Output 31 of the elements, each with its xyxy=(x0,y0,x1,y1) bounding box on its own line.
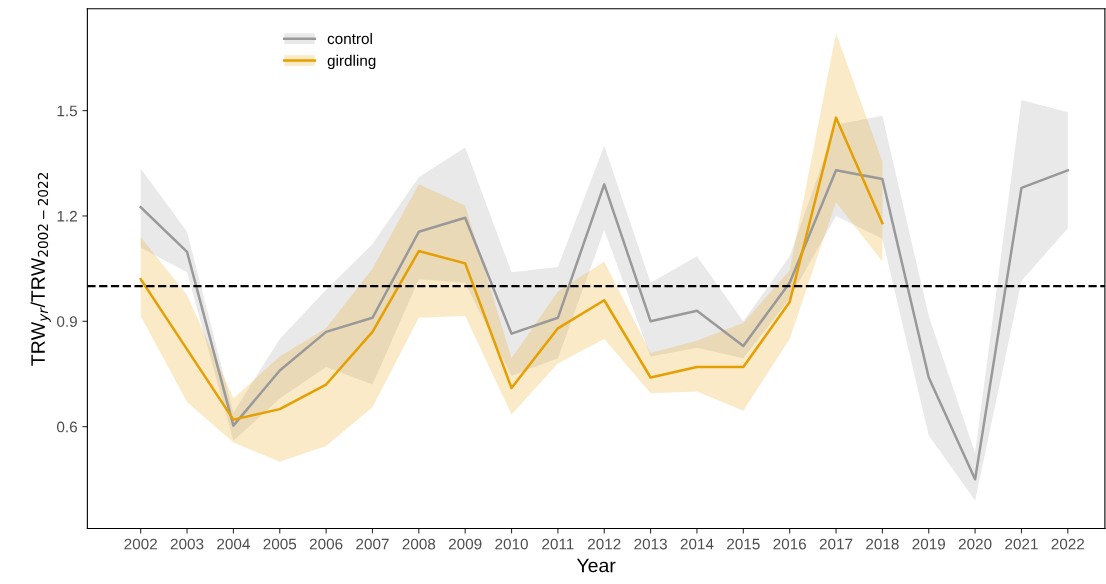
x-tick-label: 2004 xyxy=(217,538,250,550)
x-tick-label: 2005 xyxy=(263,538,297,550)
y-tick-label: 0.6 xyxy=(57,421,77,433)
x-tick-label: 2020 xyxy=(958,538,992,550)
y-tick-label: 1.2 xyxy=(57,210,77,222)
x-tick-label: 2019 xyxy=(912,538,946,550)
y-tick-label: 0.9 xyxy=(57,316,77,327)
x-tick-label: 2017 xyxy=(819,538,853,550)
x-tick-label: 2009 xyxy=(448,538,482,550)
legend-label: girdling xyxy=(327,54,376,70)
x-axis-title: Year xyxy=(576,558,616,573)
line-series xyxy=(139,116,884,421)
x-tick-label: 2015 xyxy=(727,538,760,550)
legend-label: control xyxy=(327,32,372,45)
x-tick-label: 2012 xyxy=(588,538,621,550)
x-tick-label: 2014 xyxy=(680,538,714,550)
x-tick-label: 2018 xyxy=(866,538,899,550)
y-axis-title: TRW$_{yr}$/TRW$_{2002−2022}$ xyxy=(30,173,51,366)
x-tick-label: 2013 xyxy=(634,538,667,550)
x-tick-label: 2016 xyxy=(773,538,806,550)
line-series xyxy=(139,169,1070,481)
x-tick-label: 2006 xyxy=(309,538,343,550)
x-tick-label: 2010 xyxy=(495,538,528,550)
x-tick-label: 2021 xyxy=(1005,538,1038,550)
x-tick-label: 2022 xyxy=(1051,538,1085,550)
x-tick-label: 2003 xyxy=(170,538,204,550)
x-tick-label: 2002 xyxy=(124,538,157,550)
x-tick-label: 2008 xyxy=(402,538,436,550)
x-tick-label: 2011 xyxy=(542,538,574,550)
x-tick-label: 2007 xyxy=(356,538,389,550)
y-tick-label: 1.5 xyxy=(57,105,78,117)
